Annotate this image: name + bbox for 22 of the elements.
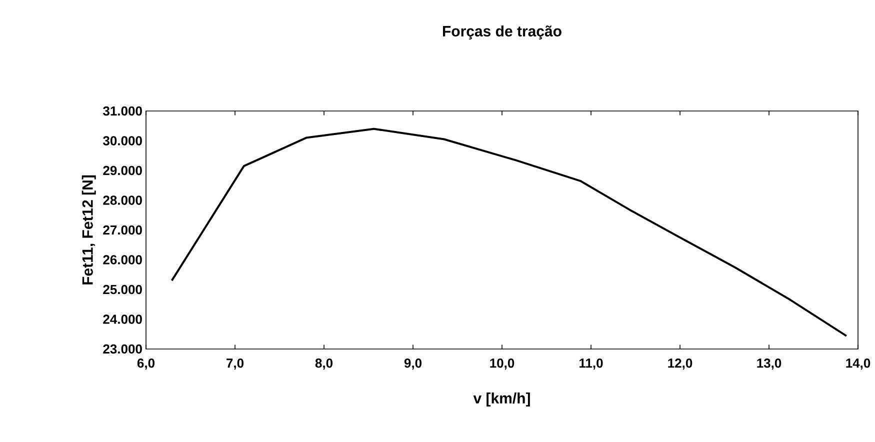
x-tick-label: 9,0 — [404, 358, 422, 370]
y-tick-label: 27.000 — [103, 225, 142, 235]
line-series — [170, 128, 848, 337]
x-tick-label: 13,0 — [757, 358, 782, 370]
y-tick-label: 29.000 — [103, 166, 142, 176]
y-tick-label: 26.000 — [103, 255, 142, 264]
x-tick-label: 14,0 — [846, 358, 870, 370]
x-tick-label: 8,0 — [315, 358, 333, 370]
y-tick-label: 23.000 — [103, 344, 142, 354]
x-tick-label: 7,0 — [226, 358, 244, 370]
y-tick-label: 30.000 — [103, 136, 142, 146]
x-tick-label: 11,0 — [580, 358, 603, 370]
x-tick-label: 10,0 — [490, 358, 514, 370]
x-axis-title: v [km/h] — [473, 392, 530, 406]
x-tick-label: 6,0 — [137, 358, 155, 370]
x-tick-label: 12,0 — [668, 358, 692, 370]
y-tick-label: 25.000 — [103, 284, 142, 294]
y-tick-label: 24.000 — [103, 314, 142, 324]
y-tick-label: 31.000 — [103, 106, 142, 116]
y-axis-title: Fet11, Fet12 [N] — [82, 175, 96, 284]
y-tick-label: 28.000 — [103, 196, 142, 205]
chart-title: Forças de tração — [442, 25, 562, 40]
